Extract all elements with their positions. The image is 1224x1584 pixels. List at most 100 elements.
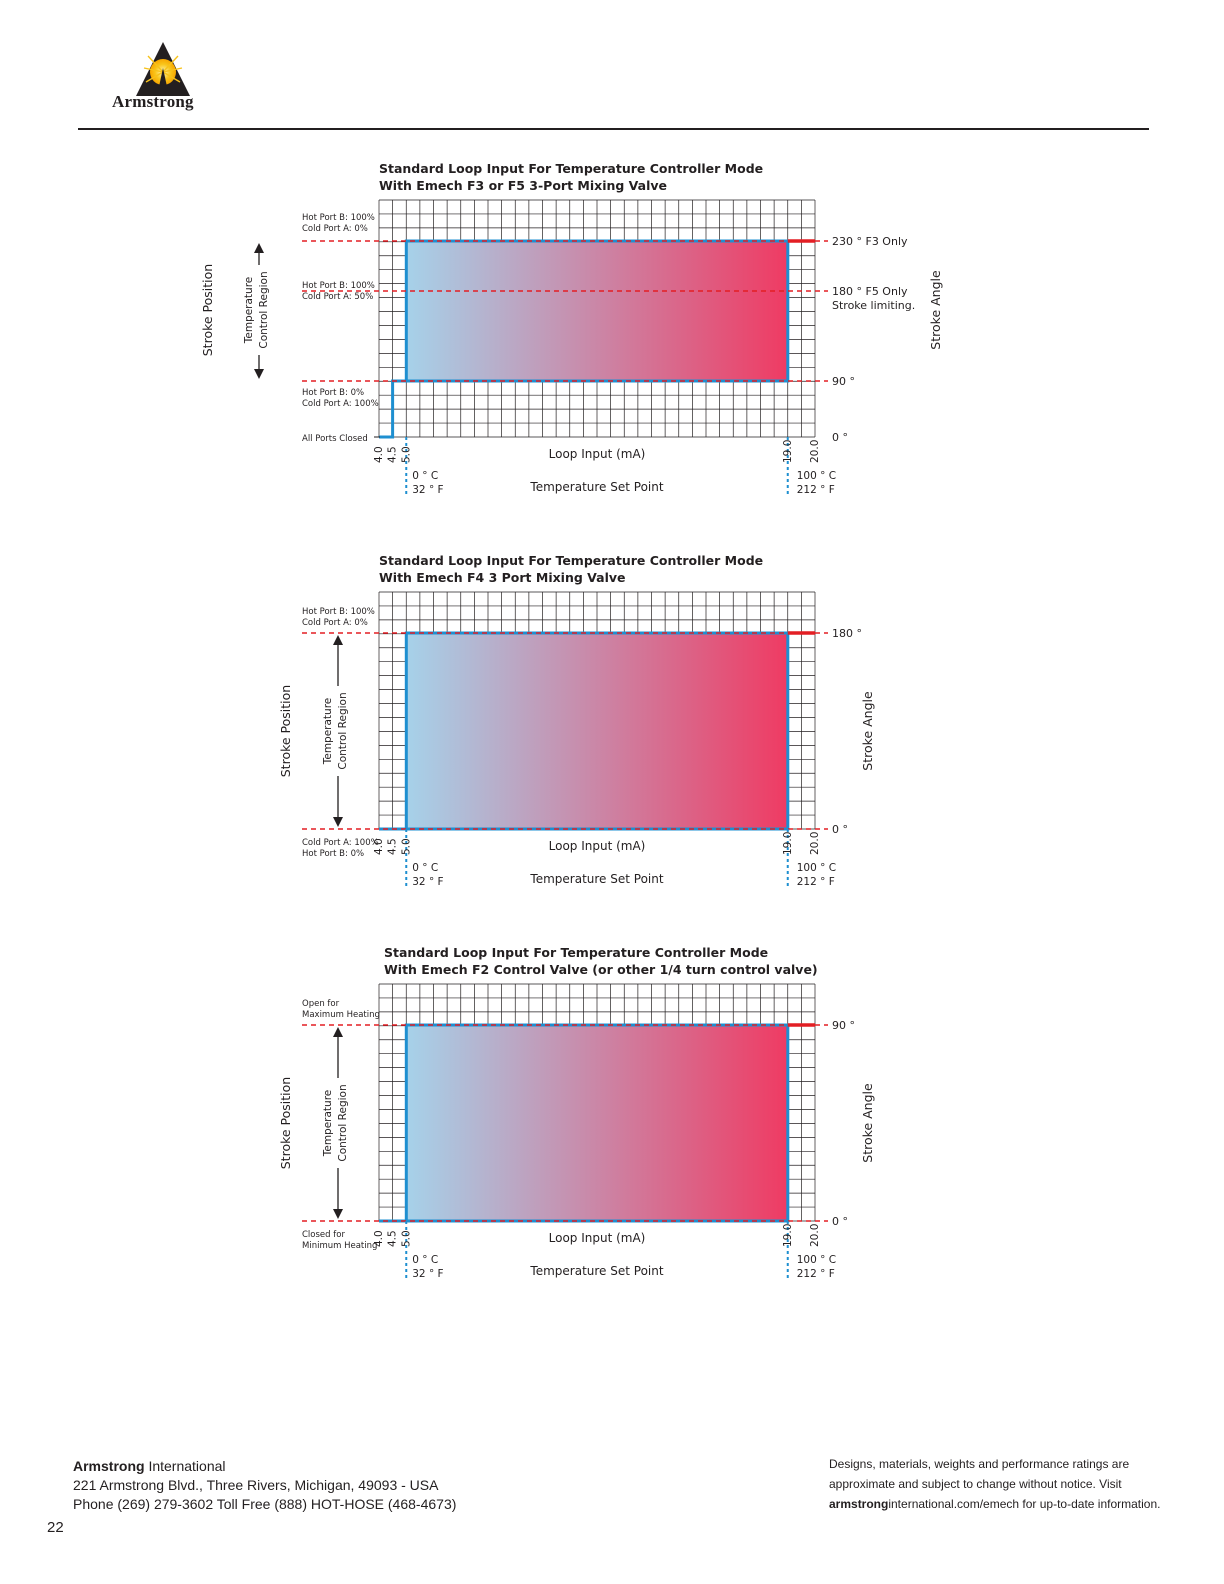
header-rule [78,128,1149,130]
region-label-1: Temperature [322,1090,334,1158]
chart-title-line-2: With Emech F3 or F5 3-Port Mixing Valve [379,178,667,193]
left-port-label: Cold Port A: 100% [302,838,379,848]
disclaimer-link-rest[interactable]: international.com/emech for up-to-date i… [888,1497,1161,1511]
region-arrow-head-up [333,635,343,645]
y-axis-label-right: Stroke Angle [928,270,943,350]
region-label-2: Control Region [337,692,349,769]
x-tick-label: 4.5 [387,1230,399,1247]
temp-high-c: 100 ° C [797,862,836,874]
x-axis-label-2: Temperature Set Point [529,872,663,886]
disclaimer-link-bold[interactable]: armstrong [829,1497,889,1511]
temp-low-f: 32 ° F [412,876,443,888]
left-port-label: Hot Port B: 100% [302,281,375,291]
logo-wordmark: Armstrong [112,92,194,111]
x-tick-label: 19.0 [782,832,794,855]
x-tick-label: 4.0 [373,446,385,463]
footer-company: Armstrong International [73,1458,226,1474]
armstrong-logo [136,42,190,96]
temp-high-f: 212 ° F [797,1268,835,1280]
left-port-label: Open for [302,999,340,1009]
y-axis-label-right: Stroke Angle [860,691,875,771]
x-tick-label: 20.0 [809,832,821,855]
chart-title-line-1: Standard Loop Input For Temperature Cont… [379,553,763,568]
temp-low-f: 32 ° F [412,484,443,496]
right-angle-label: 90 ° [832,1019,855,1032]
y-axis-label-left: Stroke Position [200,264,215,356]
region-arrow-head-down [333,817,343,827]
chart-title-line-2: With Emech F2 Control Valve (or other 1/… [384,962,818,977]
temp-high-f: 212 ° F [797,484,835,496]
control-region-fill [406,241,788,381]
region-label-1: Temperature [322,698,334,766]
chart-f2: Standard Loop Input For Temperature Cont… [278,945,875,1281]
x-tick-label: 19.0 [782,1224,794,1247]
region-arrow-head-up [333,1027,343,1037]
region-label-2: Control Region [258,271,270,348]
chart-title-line-1: Standard Loop Input For Temperature Cont… [384,945,768,960]
region-label-2: Control Region [337,1084,349,1161]
x-tick-label: 20.0 [809,440,821,463]
left-port-label: Hot Port B: 0% [302,388,364,398]
left-port-label: Cold Port A: 50% [302,292,373,302]
right-angle-label: 180 ° [832,627,862,640]
x-axis-label: Loop Input (mA) [549,1231,646,1245]
chart-title-line-1: Standard Loop Input For Temperature Cont… [379,161,763,176]
right-angle-label: 90 ° [832,375,855,388]
x-tick-label: 5.0 [400,1230,412,1247]
left-port-label: Cold Port A: 0% [302,224,368,234]
left-port-label: Maximum Heating [302,1010,380,1020]
left-port-label: All Ports Closed [302,434,368,444]
right-angle-label: 0 ° [832,1215,848,1228]
x-tick-label: 20.0 [809,1224,821,1247]
x-tick-label: 5.0 [400,446,412,463]
temp-low-c: 0 ° C [412,862,438,874]
x-tick-label: 4.0 [373,1230,385,1247]
region-arrow-head-down [254,369,264,379]
temp-high-c: 100 ° C [797,470,836,482]
y-axis-label-left: Stroke Position [278,685,293,777]
control-region-fill [406,633,788,829]
chart-title-line-2: With Emech F4 3 Port Mixing Valve [379,570,625,585]
left-port-label: Hot Port B: 0% [302,849,364,859]
temp-low-c: 0 ° C [412,1254,438,1266]
x-tick-label: 5.0 [400,838,412,855]
footer-phone: Phone (269) 279-3602 Toll Free (888) HOT… [73,1496,457,1512]
chart-f4: Standard Loop Input For Temperature Cont… [278,553,875,889]
x-tick-label: 4.5 [387,446,399,463]
disclaimer-line-1: Designs, materials, weights and performa… [829,1457,1130,1471]
left-port-label: Cold Port A: 100% [302,399,379,409]
temp-low-c: 0 ° C [412,470,438,482]
x-axis-label: Loop Input (mA) [549,447,646,461]
left-port-label: Cold Port A: 0% [302,618,368,628]
footer-company-rest: International [144,1458,226,1474]
footer-company-bold: Armstrong [73,1458,145,1474]
temp-high-f: 212 ° F [797,876,835,888]
right-angle-label: 230 ° F3 Only [832,235,908,248]
y-axis-label-left: Stroke Position [278,1077,293,1169]
right-angle-label: 180 ° F5 Only [832,285,908,298]
region-arrow-head-up [254,243,264,253]
x-axis-label-2: Temperature Set Point [529,1264,663,1278]
temp-low-f: 32 ° F [412,1268,443,1280]
x-tick-label: 4.0 [373,838,385,855]
x-axis-label: Loop Input (mA) [549,839,646,853]
region-label-1: Temperature [243,277,255,345]
x-tick-label: 4.5 [387,838,399,855]
step-outline [379,239,790,439]
chart-f3-f5: Standard Loop Input For Temperature Cont… [200,161,943,497]
x-axis-label-2: Temperature Set Point [529,480,663,494]
control-region-fill [406,1025,788,1221]
right-angle-note: Stroke limiting. [832,299,915,312]
right-angle-label: 0 ° [832,431,848,444]
right-angle-label: 0 ° [832,823,848,836]
left-port-label: Minimum Heating [302,1241,377,1251]
temp-high-c: 100 ° C [797,1254,836,1266]
left-port-label: Hot Port B: 100% [302,607,375,617]
disclaimer-line-2: approximate and subject to change withou… [829,1477,1122,1491]
footer-address: 221 Armstrong Blvd., Three Rivers, Michi… [73,1477,439,1493]
x-tick-label: 19.0 [782,440,794,463]
left-port-label: Hot Port B: 100% [302,213,375,223]
left-port-label: Closed for [302,1230,345,1240]
disclaimer-line-3: armstronginternational.com/emech for up-… [829,1497,1160,1511]
region-arrow-head-down [333,1209,343,1219]
